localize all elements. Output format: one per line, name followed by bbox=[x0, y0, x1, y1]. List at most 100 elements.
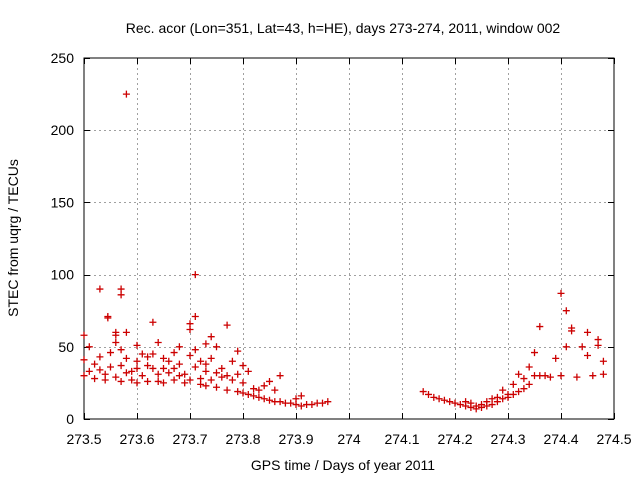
x-tick-label: 273.7 bbox=[172, 431, 207, 447]
data-point bbox=[584, 351, 591, 359]
data-point bbox=[138, 350, 146, 358]
data-point bbox=[96, 366, 104, 374]
data-point bbox=[202, 382, 210, 390]
data-point bbox=[525, 380, 533, 388]
data-point bbox=[91, 360, 99, 368]
y-tick-label: 50 bbox=[58, 339, 74, 355]
grid-lines bbox=[84, 58, 614, 419]
y-tick-label: 200 bbox=[51, 122, 75, 138]
data-point bbox=[170, 349, 178, 357]
x-tick-label: 273.5 bbox=[66, 431, 101, 447]
data-point bbox=[207, 376, 215, 384]
data-point bbox=[499, 395, 507, 403]
x-tick-labels: 273.5 273.6 273.7 273.8 273.9 274 274.1 274.2 27… bbox=[66, 431, 631, 447]
data-point bbox=[175, 360, 183, 368]
data-point bbox=[287, 399, 295, 407]
data-point bbox=[191, 363, 199, 371]
data-point bbox=[509, 380, 517, 388]
data-point bbox=[80, 331, 88, 339]
data-point bbox=[144, 362, 152, 370]
data-point bbox=[96, 353, 104, 361]
data-point bbox=[260, 395, 268, 403]
data-point bbox=[218, 364, 226, 372]
data-point bbox=[213, 343, 220, 351]
data-point bbox=[562, 307, 570, 315]
data-point bbox=[144, 377, 152, 385]
data-point bbox=[122, 328, 130, 336]
data-point bbox=[107, 363, 114, 371]
data-point bbox=[117, 346, 125, 354]
data-point bbox=[557, 372, 565, 380]
data-point bbox=[244, 390, 252, 398]
data-point bbox=[149, 318, 157, 326]
data-point bbox=[223, 386, 231, 394]
data-point bbox=[440, 396, 448, 404]
data-point bbox=[319, 399, 326, 407]
data-point bbox=[186, 376, 194, 384]
data-point bbox=[525, 363, 533, 371]
data-point bbox=[536, 323, 544, 331]
data-point bbox=[515, 370, 523, 378]
y-tick-label: 250 bbox=[51, 50, 75, 66]
data-point bbox=[520, 385, 528, 393]
data-point bbox=[234, 388, 242, 396]
data-point bbox=[244, 367, 252, 375]
data-point bbox=[462, 398, 470, 406]
data-point bbox=[430, 393, 438, 401]
data-point bbox=[207, 333, 215, 341]
data-point bbox=[239, 379, 247, 387]
data-point bbox=[594, 341, 602, 349]
data-point bbox=[451, 399, 459, 407]
data-point bbox=[149, 350, 157, 358]
x-tick-label: 273.6 bbox=[119, 431, 154, 447]
data-point bbox=[557, 289, 565, 297]
data-point bbox=[197, 380, 205, 388]
data-point bbox=[202, 360, 210, 368]
data-point bbox=[191, 271, 199, 279]
data-point bbox=[191, 312, 199, 320]
data-point bbox=[562, 343, 570, 351]
data-point bbox=[271, 386, 279, 394]
data-point bbox=[160, 364, 167, 372]
data-point bbox=[255, 393, 263, 401]
data-point bbox=[117, 362, 125, 370]
data-point bbox=[107, 349, 114, 357]
data-point bbox=[149, 364, 157, 372]
data-point bbox=[467, 399, 475, 407]
y-tick-label: 0 bbox=[66, 411, 74, 427]
data-point bbox=[160, 379, 167, 387]
data-point bbox=[472, 405, 480, 413]
data-point bbox=[260, 382, 268, 390]
data-point bbox=[292, 401, 300, 409]
data-point bbox=[144, 353, 152, 361]
data-point bbox=[499, 386, 507, 394]
data-point bbox=[266, 377, 273, 385]
data-point bbox=[223, 321, 231, 329]
data-point bbox=[117, 377, 125, 385]
x-tick-label: 274.3 bbox=[490, 431, 525, 447]
chart-title: Rec. acor (Lon=351, Lat=43, h=HE), days … bbox=[126, 20, 561, 36]
data-point bbox=[456, 401, 464, 409]
x-tick-label: 273.9 bbox=[278, 431, 313, 447]
data-point bbox=[154, 370, 162, 378]
data-point bbox=[419, 388, 427, 396]
data-point bbox=[133, 357, 141, 365]
data-point bbox=[541, 372, 549, 380]
data-point bbox=[112, 331, 120, 339]
data-point bbox=[568, 327, 576, 335]
data-point bbox=[112, 338, 120, 346]
data-point bbox=[186, 351, 194, 359]
data-point bbox=[186, 325, 194, 333]
data-point bbox=[446, 398, 454, 406]
data-point bbox=[250, 385, 258, 393]
x-tick-label: 273.8 bbox=[225, 431, 260, 447]
data-point bbox=[175, 372, 183, 380]
data-point bbox=[213, 369, 220, 377]
data-point bbox=[223, 372, 231, 380]
data-point bbox=[234, 347, 242, 355]
data-point bbox=[599, 357, 607, 365]
data-point bbox=[128, 376, 136, 384]
data-point bbox=[504, 393, 512, 401]
data-point bbox=[104, 312, 112, 320]
